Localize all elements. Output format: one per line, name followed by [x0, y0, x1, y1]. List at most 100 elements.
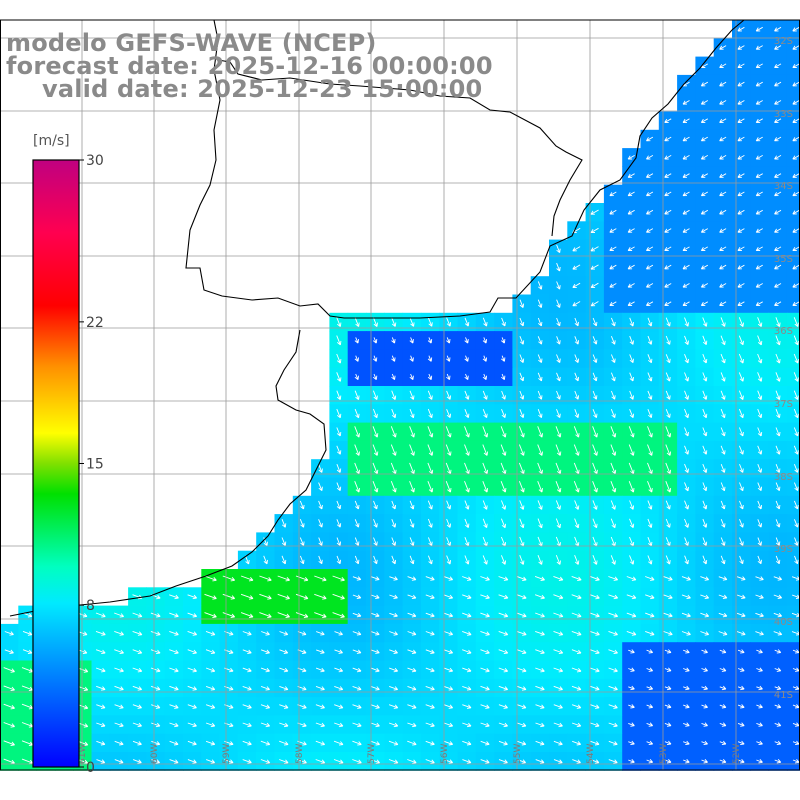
wind-arrow — [647, 444, 653, 456]
wind-arrow — [755, 173, 763, 178]
wind-arrow — [336, 464, 342, 473]
wind-arrow — [535, 740, 545, 746]
wind-arrow — [646, 191, 654, 197]
wind-arrow — [774, 264, 782, 270]
wind-arrow — [443, 667, 454, 673]
wind-arrow — [775, 335, 781, 346]
wind-arrow — [793, 445, 799, 455]
wind-arrow — [775, 537, 781, 546]
wind-arrow — [737, 685, 745, 691]
wind-arrow — [96, 685, 106, 691]
wind-arrow — [534, 594, 545, 600]
wind-arrow — [757, 427, 763, 437]
wind-arrow — [774, 246, 782, 252]
wind-arrow — [665, 481, 672, 493]
wind-arrow — [608, 576, 619, 581]
wind-arrow — [537, 426, 543, 438]
wind-arrow — [425, 649, 435, 654]
wind-arrow — [407, 759, 417, 764]
lat-label: 32S — [774, 36, 793, 47]
wind-arrow — [242, 685, 252, 691]
wind-arrow — [590, 209, 599, 215]
wind-arrow — [498, 630, 509, 636]
wind-arrow — [684, 500, 689, 510]
wind-arrow — [372, 390, 378, 400]
wind-arrow — [316, 631, 325, 636]
wind-arrow — [757, 500, 763, 510]
wind-arrow — [480, 722, 490, 728]
wind-arrow — [242, 649, 252, 654]
wind-arrow — [647, 409, 653, 419]
wind-arrow — [299, 537, 305, 546]
wind-arrow — [720, 482, 726, 492]
wind-arrow — [737, 649, 745, 654]
wind-arrow — [610, 444, 617, 456]
wind-arrow — [756, 722, 763, 727]
wind-arrow — [739, 464, 744, 473]
colorbar-tick-label: 30 — [86, 153, 104, 169]
wind-arrow — [388, 722, 399, 728]
wind-arrow — [354, 462, 360, 475]
wind-arrow — [702, 445, 708, 455]
wind-arrow — [627, 155, 635, 160]
wind-arrow — [702, 463, 708, 473]
wind-arrow — [574, 555, 580, 565]
wind-cell — [786, 605, 800, 625]
wind-arrow — [132, 649, 143, 655]
coastline — [9, 19, 745, 617]
wind-arrow — [720, 335, 726, 346]
wind-arrow — [736, 576, 746, 581]
wind-arrow — [645, 594, 655, 600]
wind-cell — [786, 422, 800, 442]
wind-arrow — [464, 481, 470, 493]
wind-arrow — [774, 63, 782, 69]
wind-arrow — [132, 740, 142, 746]
wind-arrow — [537, 555, 543, 565]
wind-arrow — [574, 336, 580, 345]
wind-arrow — [464, 426, 470, 438]
wind-arrow — [571, 575, 582, 581]
wind-arrow — [793, 427, 799, 437]
wind-arrow — [407, 631, 417, 636]
wind-arrow — [592, 317, 598, 327]
wind-arrow — [132, 685, 143, 691]
wind-arrow — [462, 576, 472, 581]
wind-arrow — [407, 740, 417, 746]
wind-arrow — [590, 722, 600, 728]
wind-arrow — [592, 390, 598, 400]
wind-arrow — [647, 354, 653, 364]
lon-label: 53W — [659, 744, 669, 764]
wind-arrow — [427, 390, 433, 400]
wind-arrow — [774, 45, 782, 50]
wind-arrow — [4, 649, 14, 654]
wind-arrow — [334, 649, 343, 654]
wind-arrow — [299, 500, 305, 510]
wind-arrow — [700, 100, 709, 105]
wind-arrow — [391, 390, 397, 400]
wind-arrow — [700, 81, 709, 87]
wind-cell — [786, 660, 800, 680]
wind-arrow — [114, 740, 124, 746]
wind-arrow — [773, 631, 783, 636]
wind-arrow — [738, 335, 744, 346]
wind-arrow — [334, 667, 344, 673]
wind-arrow — [352, 722, 362, 728]
wind-arrow — [571, 649, 582, 655]
wind-arrow — [629, 536, 635, 547]
wind-arrow — [755, 283, 763, 288]
wind-arrow — [664, 301, 672, 306]
wind-arrow — [572, 759, 581, 764]
wind-arrow — [445, 426, 452, 438]
wind-arrow — [664, 759, 672, 764]
wind-arrow — [719, 246, 727, 252]
wind-arrow — [664, 740, 672, 746]
wind-arrow — [501, 337, 506, 344]
wind-arrow — [391, 537, 397, 546]
wind-arrow — [792, 246, 800, 252]
wind-arrow — [793, 482, 799, 492]
wind-arrow — [187, 630, 198, 636]
wind-arrow — [556, 244, 561, 254]
wind-arrow — [260, 649, 270, 654]
wind-arrow — [425, 759, 435, 764]
wind-arrow — [719, 173, 727, 178]
